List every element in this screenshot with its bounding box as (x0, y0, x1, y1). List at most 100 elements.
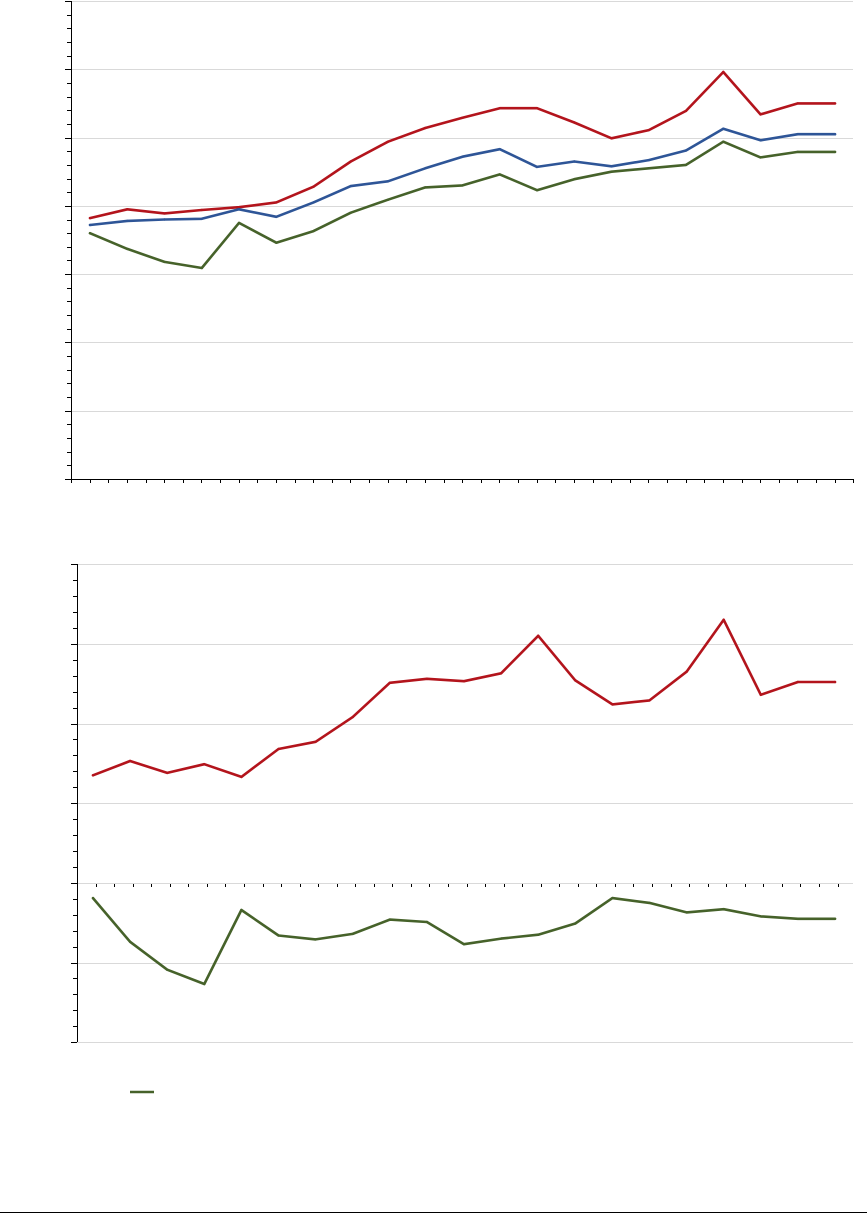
middle-panel-group (71, 564, 853, 887)
lower-panel-series-green-point (611, 896, 614, 900)
lower-panel-series-green-point (203, 982, 206, 986)
top-panel-series-green-point (833, 150, 837, 154)
top-panel-series-red-point (163, 212, 166, 215)
top-panel-series-red-point (200, 208, 203, 212)
middle-panel-series-red-point (833, 680, 837, 684)
top-panel-series-green-point (349, 211, 352, 214)
top-panel-series-red-point (424, 126, 427, 130)
top-panel-series-blue-point (312, 201, 315, 204)
top-panel-series-green-point (610, 170, 613, 173)
top-panel-series-blue-point (424, 167, 427, 170)
top-panel-series-green-point (535, 189, 539, 192)
top-panel-series-red-point (126, 208, 129, 211)
lower-panel-series-green-point (462, 943, 466, 946)
top-panel-series-blue-point (647, 158, 650, 162)
lower-panel-series-green-point (166, 968, 169, 971)
middle-panel-series-red-point (388, 681, 391, 684)
top-panel-series-green-point (647, 167, 650, 170)
top-panel-series-red-point (535, 107, 539, 110)
top-panel-series-red-point (237, 206, 241, 209)
top-panel-series-red-point (498, 107, 501, 110)
lower-panel-series-green-point (833, 917, 837, 920)
top-panel-series-blue-point (386, 180, 390, 183)
lower-panel-series-green-line (91, 896, 837, 986)
top-panel-series-blue-point (573, 160, 576, 163)
top-panel-series-red-line (88, 70, 837, 220)
top-panel-series-green-point (237, 221, 241, 225)
top-panel-series-red-point (610, 137, 613, 140)
top-panel-series-green-point (722, 140, 725, 143)
lower-panel-series-green-point (648, 901, 651, 905)
lower-panel-series-green-point (537, 933, 540, 936)
top-panel-series-red-point (88, 216, 92, 220)
top-panel-series-blue-point (610, 165, 613, 168)
top-panel-series-blue-point (684, 149, 688, 152)
top-panel-series-green-point (796, 150, 799, 154)
top-panel-series-blue-point (722, 127, 725, 130)
top-panel-series-red-point (386, 140, 390, 143)
top-panel-series-green-point (386, 198, 390, 201)
top-panel-series-red-point (573, 121, 576, 124)
top-panel-series-blue-point (833, 133, 837, 136)
top-panel-series-green-point (461, 184, 464, 187)
middle-panel-series-red-point (166, 771, 169, 775)
lower-panel-series-green-point (277, 934, 280, 937)
middle-panel-series-red-point (759, 693, 762, 696)
top-panel-series-green-point (312, 229, 315, 233)
lower-panel-series-green-point (314, 938, 317, 941)
top-panel-series-green-point (88, 232, 92, 235)
lower-panel-group (71, 883, 853, 1043)
middle-panel-series-red-point (611, 703, 614, 706)
middle-panel-series-red-point (499, 672, 503, 675)
middle-panel-series-red-point (128, 759, 132, 763)
middle-panel-series-red-point (203, 763, 206, 766)
lower-panel-series-green-point (685, 911, 688, 914)
top-panel-group (65, 1, 854, 483)
middle-panel-series-red-point (91, 774, 95, 777)
top-panel-series-red-point (275, 201, 278, 204)
lower-panel-series-green-point (388, 918, 391, 921)
top-panel-series-blue-point (126, 219, 129, 223)
middle-panel-series-red-point (796, 680, 800, 684)
top-panel-series-green-point (684, 163, 688, 167)
top-panel-series-red-point (796, 102, 799, 105)
middle-panel-series-red-point (277, 747, 280, 751)
middle-panel-series-red-point (314, 740, 317, 743)
top-panel-series-blue-point (88, 223, 92, 227)
top-panel-series-green-point (759, 156, 762, 159)
top-panel-series-green-point (498, 173, 501, 176)
top-panel-series-blue-point (498, 148, 501, 151)
top-panel-series-green-point (163, 260, 166, 264)
top-panel-series-green-point (424, 186, 427, 189)
lower-panel-series-green-point (425, 920, 429, 924)
top-panel-series-red-point (312, 185, 315, 188)
top-panel-series-red-point (349, 160, 352, 163)
top-panel-series-blue-point (461, 155, 464, 158)
middle-panel-series-red-point (648, 699, 651, 702)
top-panel-series-blue-point (275, 215, 278, 218)
lower-panel-series-green-point (499, 937, 503, 940)
top-panel-series-blue-point (200, 217, 203, 220)
lower-panel-series-green-point (574, 922, 577, 925)
lower-panel-series-green-point (91, 896, 95, 900)
lower-panel-series-green-point (351, 932, 354, 936)
top-panel-series-red-point (759, 113, 762, 116)
top-panel-series-red-point (647, 128, 650, 132)
top-panel-series-red-point (833, 102, 837, 105)
middle-panel-series-red-line (91, 618, 837, 779)
middle-panel-series-red-point (351, 715, 354, 719)
middle-panel-series-red-point (574, 679, 577, 682)
lower-panel-series-green-point (796, 917, 800, 920)
lower-panel-series-green-point (722, 908, 725, 911)
lower-panel-series-green-point (240, 908, 243, 912)
top-panel-series-blue-point (163, 218, 166, 221)
top-panel-series-green-point (126, 247, 129, 251)
top-panel-series-blue-point (796, 133, 799, 136)
lower-panel-series-green-point (128, 940, 132, 943)
page-bottom-rule (0, 1212, 867, 1213)
top-panel-series-green-point (573, 178, 576, 181)
middle-panel-series-red-point (462, 680, 466, 683)
top-panel-series-red-point (722, 70, 725, 74)
top-panel-series-blue-point (349, 184, 352, 188)
